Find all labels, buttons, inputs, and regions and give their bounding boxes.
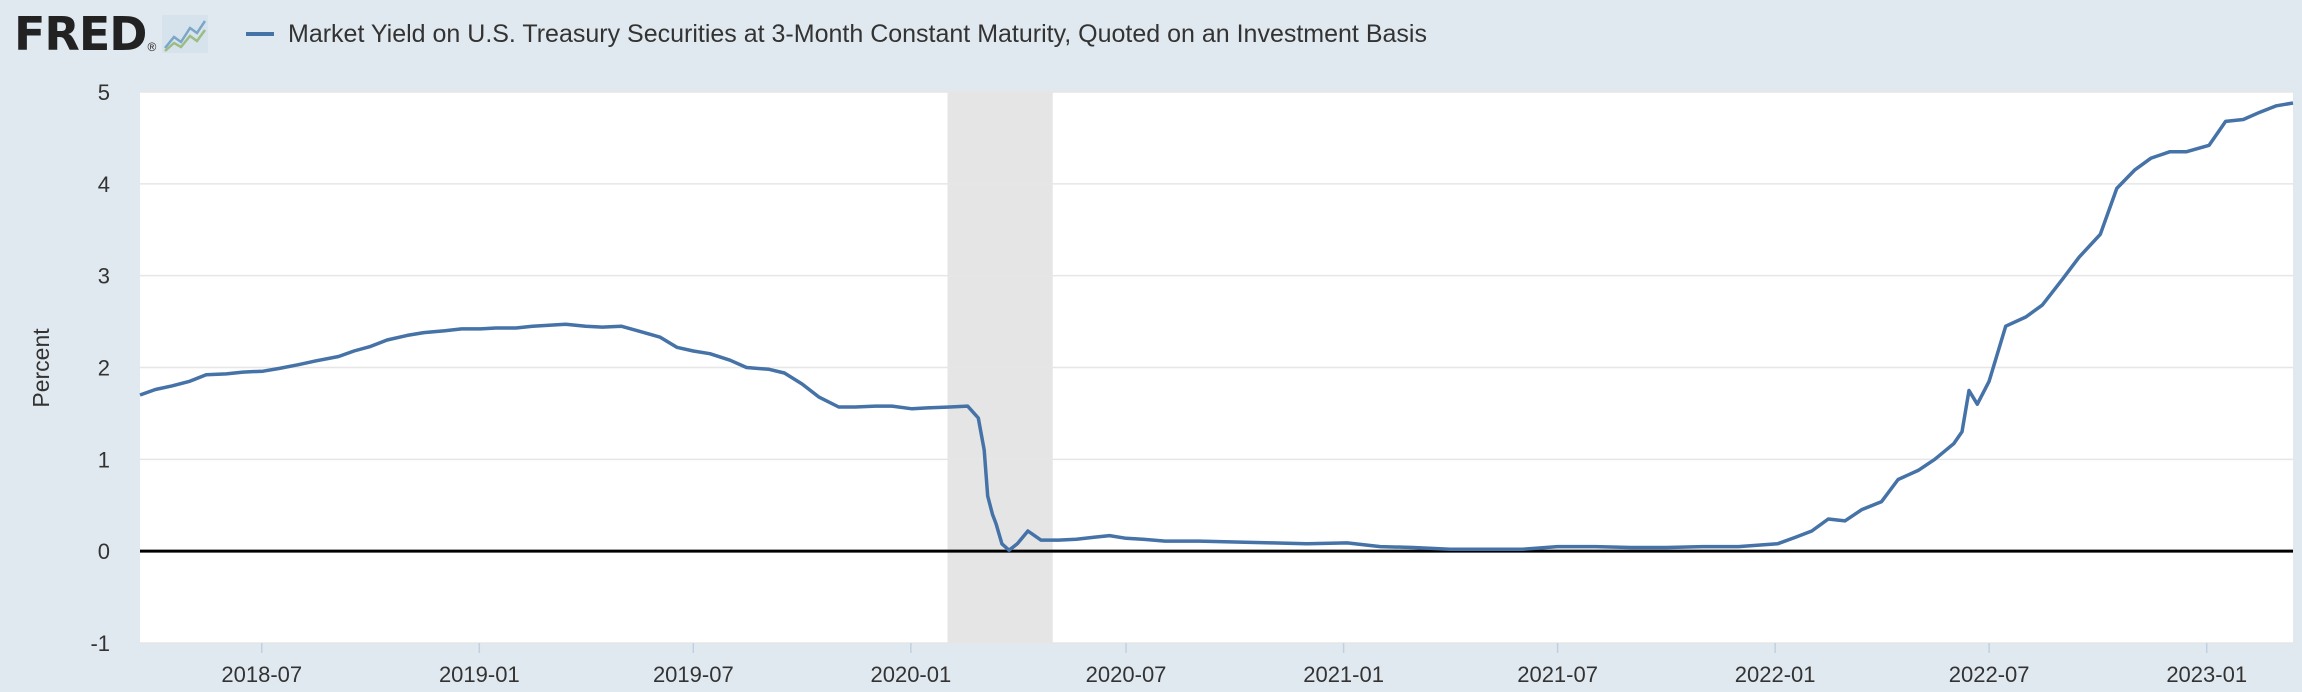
chart-legend: Market Yield on U.S. Treasury Securities… — [246, 14, 1427, 54]
x-tick-label: 2020-07 — [1086, 662, 1167, 687]
series-line — [139, 101, 2294, 552]
y-tick-label: 5 — [98, 80, 110, 105]
y-tick-label: 0 — [98, 539, 110, 564]
x-tick-label: 2021-01 — [1303, 662, 1384, 687]
logo-text: FRED — [14, 7, 147, 61]
x-tick-label: 2019-01 — [439, 662, 520, 687]
x-tick-label: 2018-07 — [221, 662, 302, 687]
x-tick-label: 2022-07 — [1949, 662, 2030, 687]
legend-swatch — [246, 32, 274, 36]
x-tick-label: 2021-07 — [1517, 662, 1598, 687]
x-tick-label: 2023-01 — [2166, 662, 2247, 687]
y-tick-label: 4 — [98, 172, 110, 197]
y-tick-label: 3 — [98, 264, 110, 289]
y-tick-label: -1 — [90, 631, 110, 656]
y-tick-label: 1 — [98, 447, 110, 472]
fred-logo[interactable]: FRED ® — [14, 6, 209, 62]
x-tick-label: 2019-07 — [653, 662, 734, 687]
legend-series-label: Market Yield on U.S. Treasury Securities… — [288, 19, 1427, 48]
y-axis-title: Percent — [28, 328, 54, 408]
y-tick-label: 2 — [98, 356, 110, 381]
logo-registered-mark: ® — [147, 40, 157, 54]
line-chart-icon — [162, 15, 209, 53]
header: FRED ® Market Yield on U.S. Treasury Sec… — [0, 0, 2302, 70]
x-tick-label: 2022-01 — [1735, 662, 1816, 687]
x-tick-label: 2020-01 — [870, 662, 951, 687]
